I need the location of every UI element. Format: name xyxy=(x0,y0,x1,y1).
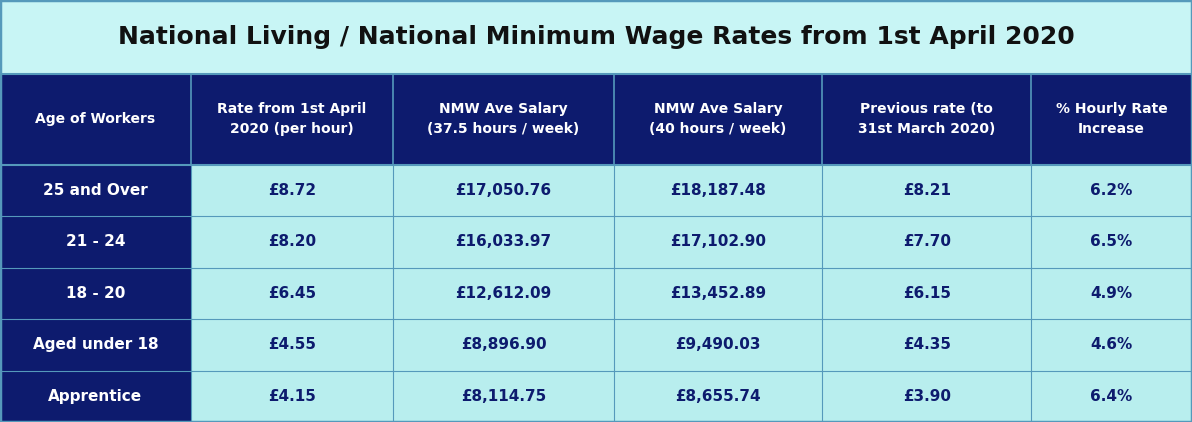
Text: £8,114.75: £8,114.75 xyxy=(461,389,546,404)
Text: £12,612.09: £12,612.09 xyxy=(455,286,552,301)
Text: £8.20: £8.20 xyxy=(268,234,316,249)
Text: Rate from 1st April
2020 (per hour): Rate from 1st April 2020 (per hour) xyxy=(217,103,367,136)
Text: £8,655.74: £8,655.74 xyxy=(676,389,760,404)
Text: £4.35: £4.35 xyxy=(902,337,951,352)
Text: 25 and Over: 25 and Over xyxy=(43,183,148,198)
Text: £8.72: £8.72 xyxy=(268,183,316,198)
Text: Previous rate (to
31st March 2020): Previous rate (to 31st March 2020) xyxy=(858,103,995,136)
Text: 21 - 24: 21 - 24 xyxy=(66,234,125,249)
Bar xyxy=(0,216,191,268)
Text: £17,050.76: £17,050.76 xyxy=(455,183,552,198)
Text: £8,896.90: £8,896.90 xyxy=(461,337,546,352)
Text: 4.6%: 4.6% xyxy=(1091,337,1132,352)
Text: NMW Ave Salary
(40 hours / week): NMW Ave Salary (40 hours / week) xyxy=(650,103,787,136)
Bar xyxy=(0,165,191,216)
Text: NMW Ave Salary
(37.5 hours / week): NMW Ave Salary (37.5 hours / week) xyxy=(428,103,579,136)
Bar xyxy=(0,268,1192,319)
Bar xyxy=(0,371,191,422)
Bar xyxy=(0,165,1192,216)
Text: 6.5%: 6.5% xyxy=(1091,234,1132,249)
Text: £7.70: £7.70 xyxy=(902,234,951,249)
Text: National Living / National Minimum Wage Rates from 1st April 2020: National Living / National Minimum Wage … xyxy=(118,25,1074,49)
Bar xyxy=(0,74,1192,165)
Bar xyxy=(0,319,1192,371)
Text: £9,490.03: £9,490.03 xyxy=(676,337,760,352)
Text: £4.55: £4.55 xyxy=(268,337,316,352)
Text: 4.9%: 4.9% xyxy=(1091,286,1132,301)
Text: £18,187.48: £18,187.48 xyxy=(670,183,766,198)
Text: £8.21: £8.21 xyxy=(902,183,951,198)
Bar xyxy=(0,0,1192,74)
Text: 6.2%: 6.2% xyxy=(1091,183,1132,198)
Bar xyxy=(0,319,191,371)
Bar xyxy=(0,268,191,319)
Text: Age of Workers: Age of Workers xyxy=(36,112,155,126)
Text: 6.4%: 6.4% xyxy=(1091,389,1132,404)
Bar xyxy=(0,371,1192,422)
Text: £16,033.97: £16,033.97 xyxy=(455,234,552,249)
Text: £13,452.89: £13,452.89 xyxy=(670,286,766,301)
Bar xyxy=(0,216,1192,268)
Text: 18 - 20: 18 - 20 xyxy=(66,286,125,301)
Text: £17,102.90: £17,102.90 xyxy=(670,234,766,249)
Text: Aged under 18: Aged under 18 xyxy=(32,337,159,352)
Text: % Hourly Rate
Increase: % Hourly Rate Increase xyxy=(1056,103,1167,136)
Text: £3.90: £3.90 xyxy=(902,389,951,404)
Text: Apprentice: Apprentice xyxy=(49,389,142,404)
Text: £4.15: £4.15 xyxy=(268,389,316,404)
Text: £6.15: £6.15 xyxy=(902,286,951,301)
Text: £6.45: £6.45 xyxy=(268,286,316,301)
